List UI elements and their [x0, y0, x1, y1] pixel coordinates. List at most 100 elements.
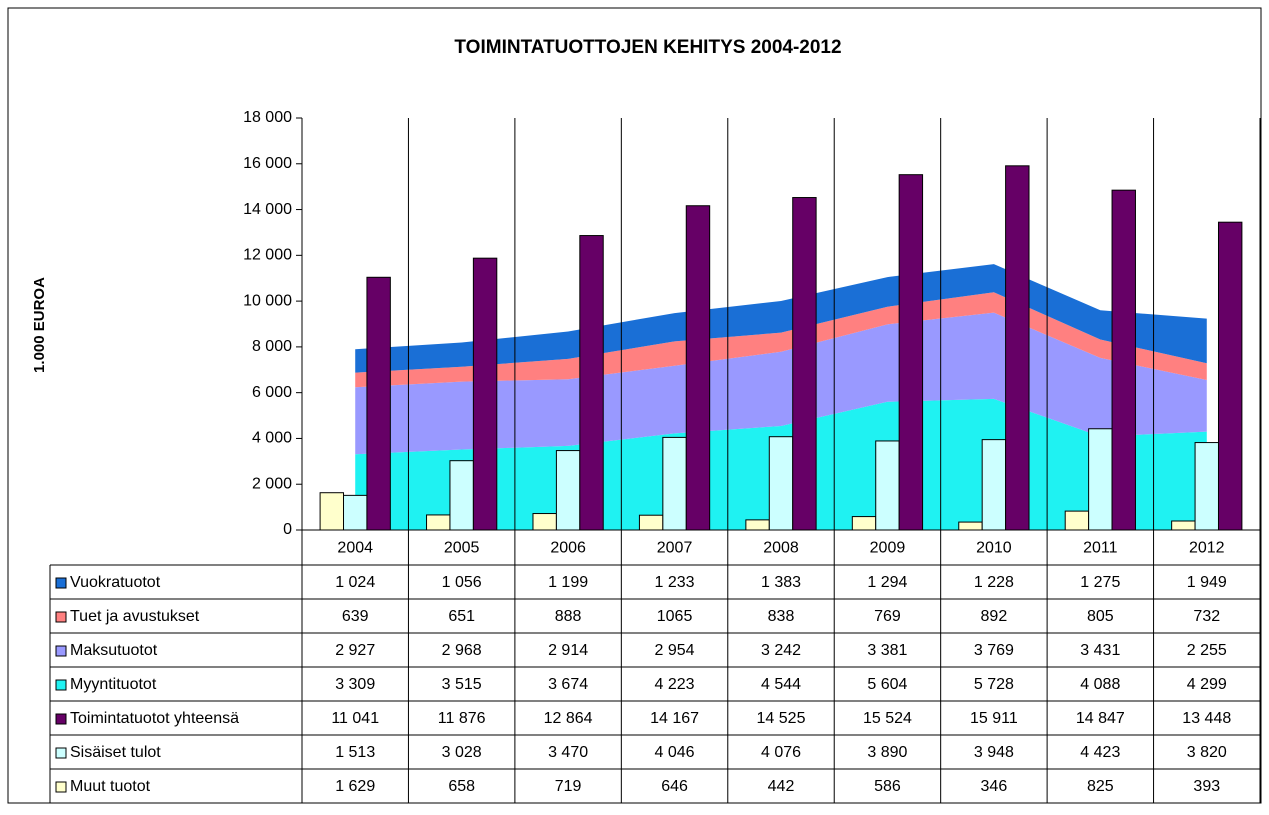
- table-value: 1 294: [867, 574, 907, 591]
- legend-key: [55, 747, 67, 759]
- table-value: 15 911: [970, 710, 1018, 727]
- table-value: 11 876: [438, 710, 486, 727]
- y-tick-label: 0: [283, 521, 292, 538]
- bar: [1088, 428, 1113, 531]
- bar: [638, 514, 664, 531]
- legend-label: Tuet ja avustukset: [70, 608, 200, 625]
- table-value: 442: [768, 778, 795, 795]
- x-tick-label: 2005: [444, 540, 480, 557]
- bar: [449, 460, 474, 531]
- bar: [745, 519, 770, 531]
- legend-label: Maksutuotot: [70, 642, 158, 659]
- table-value: 13 448: [1182, 710, 1231, 727]
- table-value: 719: [555, 778, 582, 795]
- table-value: 5 728: [974, 676, 1014, 693]
- table-value: 805: [1087, 608, 1114, 625]
- table-value: 15 524: [863, 710, 912, 727]
- table-value: 658: [448, 778, 475, 795]
- table-value: 4 076: [761, 744, 801, 761]
- bar: [1064, 510, 1090, 531]
- y-tick-label: 18 000: [243, 109, 292, 126]
- table-value: 2 968: [442, 642, 482, 659]
- table-value: 3 674: [548, 676, 588, 693]
- table-value: 1 056: [442, 574, 482, 591]
- legend-label: Toimintatuotot yhteensä: [70, 710, 239, 727]
- legend-key: [55, 645, 67, 657]
- table-value: 3 381: [867, 642, 907, 659]
- legend-key: [55, 611, 67, 623]
- legend-key: [55, 713, 67, 725]
- bar: [662, 436, 687, 531]
- area: [355, 292, 1207, 388]
- table-value: 4 223: [655, 676, 695, 693]
- table-value: 639: [342, 608, 369, 625]
- table-value: 3 820: [1187, 744, 1227, 761]
- table-value: 1 024: [335, 574, 375, 591]
- bar: [875, 440, 900, 531]
- bar: [555, 450, 581, 531]
- bar: [981, 439, 1007, 531]
- table-value: 4 299: [1187, 676, 1227, 693]
- x-tick-label: 2004: [337, 540, 373, 557]
- bar: [768, 436, 794, 531]
- table-value: 3 470: [548, 744, 588, 761]
- y-tick-label: 8 000: [252, 338, 292, 355]
- bar: [1217, 221, 1243, 531]
- bar: [426, 514, 451, 531]
- table-value: 14 847: [1076, 710, 1125, 727]
- bar: [1005, 165, 1030, 531]
- bar: [579, 235, 604, 531]
- table-value: 4 423: [1080, 744, 1120, 761]
- table-value: 646: [661, 778, 688, 795]
- bar: [1171, 520, 1196, 531]
- x-tick-label: 2012: [1189, 540, 1225, 557]
- bar: [319, 492, 345, 531]
- y-tick-label: 2 000: [252, 475, 292, 492]
- table-value: 4 544: [761, 676, 801, 693]
- legend-label: Sisäiset tulot: [70, 744, 161, 761]
- table-value: 14 525: [757, 710, 806, 727]
- bar: [1194, 442, 1219, 531]
- table-value: 586: [874, 778, 901, 795]
- table-value: 1 629: [335, 778, 375, 795]
- y-tick-label: 14 000: [243, 201, 292, 218]
- x-tick-label: 2009: [870, 540, 906, 557]
- table-value: 3 028: [442, 744, 482, 761]
- x-tick-label: 2011: [1083, 540, 1118, 557]
- y-tick-label: 6 000: [252, 384, 292, 401]
- table-value: 1 949: [1187, 574, 1227, 591]
- legend-label: Vuokratuotot: [70, 574, 161, 591]
- table-value: 3 431: [1080, 642, 1120, 659]
- table-value: 3 515: [442, 676, 482, 693]
- table-value: 825: [1087, 778, 1114, 795]
- table-value: 838: [768, 608, 795, 625]
- table-value: 1 513: [335, 744, 375, 761]
- table-value: 2 954: [655, 642, 695, 659]
- bar: [898, 174, 924, 531]
- table-value: 888: [555, 608, 582, 625]
- legend-label: Muut tuotot: [70, 778, 151, 795]
- table-value: 1 233: [655, 574, 695, 591]
- table-value: 1 383: [761, 574, 801, 591]
- bar: [685, 205, 711, 531]
- table-value: 346: [981, 778, 1008, 795]
- area: [355, 264, 1207, 373]
- table-value: 2 255: [1187, 642, 1227, 659]
- bar: [366, 276, 391, 531]
- table-value: 11 041: [331, 710, 379, 727]
- y-tick-label: 4 000: [252, 430, 292, 447]
- bar: [958, 521, 983, 531]
- x-tick-label: 2006: [550, 540, 586, 557]
- table-value: 14 167: [650, 710, 699, 727]
- table-value: 393: [1193, 778, 1220, 795]
- table-value: 3 309: [335, 676, 375, 693]
- table-value: 1 275: [1080, 574, 1120, 591]
- table-value: 5 604: [867, 676, 907, 693]
- chart-title: TOIMINTATUOTTOJEN KEHITYS 2004-2012: [454, 37, 841, 58]
- bar: [343, 494, 368, 531]
- table-value: 3 769: [974, 642, 1014, 659]
- legend-key: [55, 577, 67, 589]
- legend-label: Myyntituotot: [70, 676, 157, 693]
